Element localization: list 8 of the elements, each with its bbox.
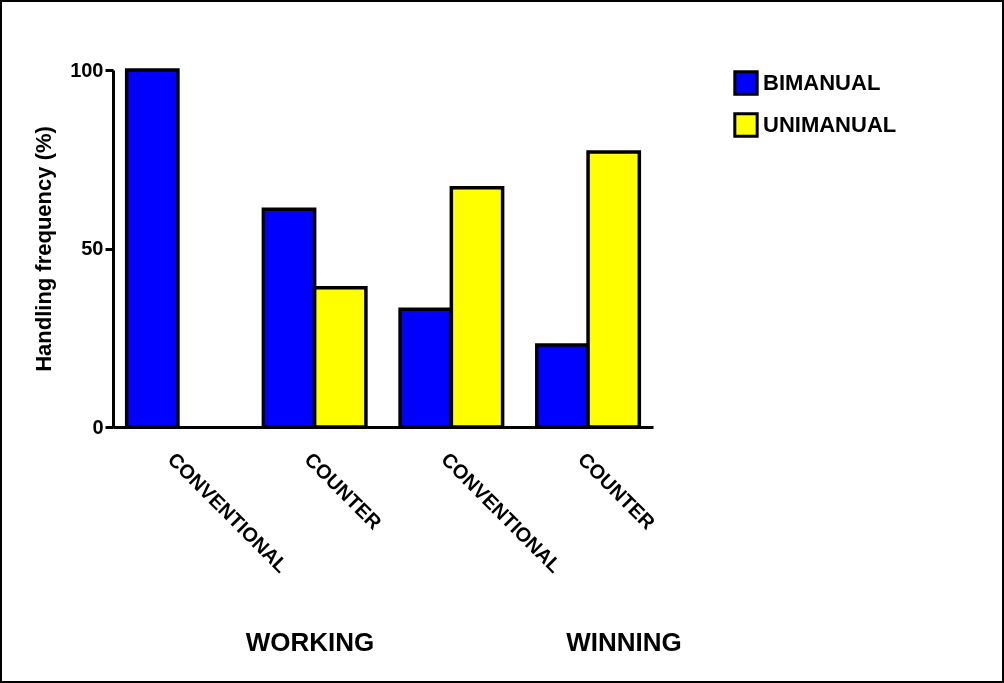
y-axis-title: Handling frequency (%) [31,126,57,372]
y-tick-label: 0 [92,415,104,438]
y-tick-label: 100 [70,58,104,81]
legend-label: BIMANUAL [763,70,881,95]
y-tick-label: 50 [81,237,104,259]
text: WINNING [566,627,682,658]
legend-label: UNIMANUAL [763,112,897,137]
text: WORKING [245,627,375,658]
